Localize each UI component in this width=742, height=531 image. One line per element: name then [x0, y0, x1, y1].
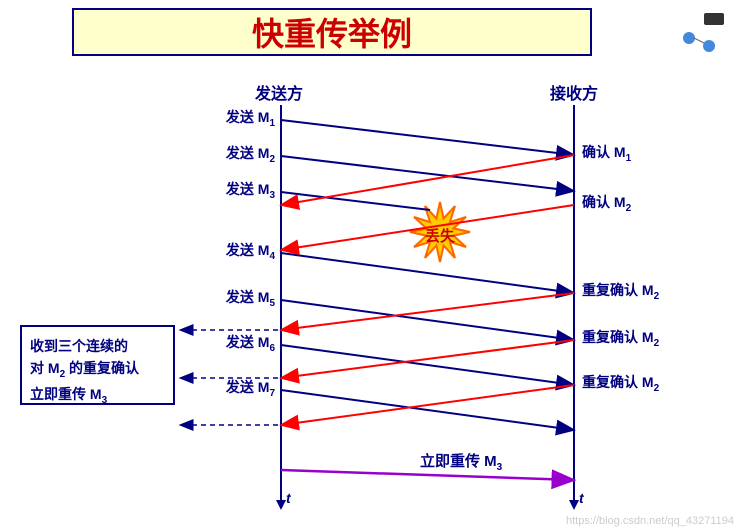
- send-event-label: 发送 M5: [210, 287, 275, 309]
- recv-event-label: 确认 M1: [582, 142, 631, 164]
- decoration-icon: [674, 8, 734, 58]
- recv-event-label: 重复确认 M2: [582, 280, 659, 302]
- recv-event-label: 确认 M2: [582, 192, 631, 214]
- lost-label: 丢失: [425, 225, 455, 246]
- recv-event-label: 重复确认 M2: [582, 372, 659, 394]
- note-line2: 对 M2 的重复确认: [30, 357, 165, 383]
- timeline-arrow-left: [276, 500, 286, 510]
- sender-header: 发送方: [255, 80, 303, 104]
- timeline-receiver: [573, 105, 575, 505]
- diagram-svg: [0, 0, 742, 531]
- send-event-label: 发送 M7: [210, 377, 275, 399]
- send-event-label: 发送 M1: [210, 107, 275, 129]
- title-box: 快重传举例: [72, 8, 592, 56]
- note-line3: 立即重传 M3: [30, 383, 165, 409]
- note-box: 收到三个连续的 对 M2 的重复确认 立即重传 M3: [20, 325, 175, 405]
- note-line1: 收到三个连续的: [30, 335, 165, 357]
- title-text: 快重传举例: [252, 9, 412, 55]
- retransmit-label: 立即重传 M3: [420, 450, 502, 473]
- recv-event-label: 重复确认 M2: [582, 327, 659, 349]
- send-event-label: 发送 M2: [210, 143, 275, 165]
- send-event-label: 发送 M4: [210, 240, 275, 262]
- send-event-label: 发送 M6: [210, 332, 275, 354]
- timeline-arrow-right: [569, 500, 579, 510]
- time-label-left: t: [286, 490, 291, 506]
- time-label-right: t: [579, 490, 584, 506]
- receiver-header: 接收方: [550, 80, 598, 104]
- send-event-label: 发送 M3: [210, 179, 275, 201]
- watermark: https://blog.csdn.net/qq_43271194: [566, 515, 734, 527]
- timeline-sender: [280, 105, 282, 505]
